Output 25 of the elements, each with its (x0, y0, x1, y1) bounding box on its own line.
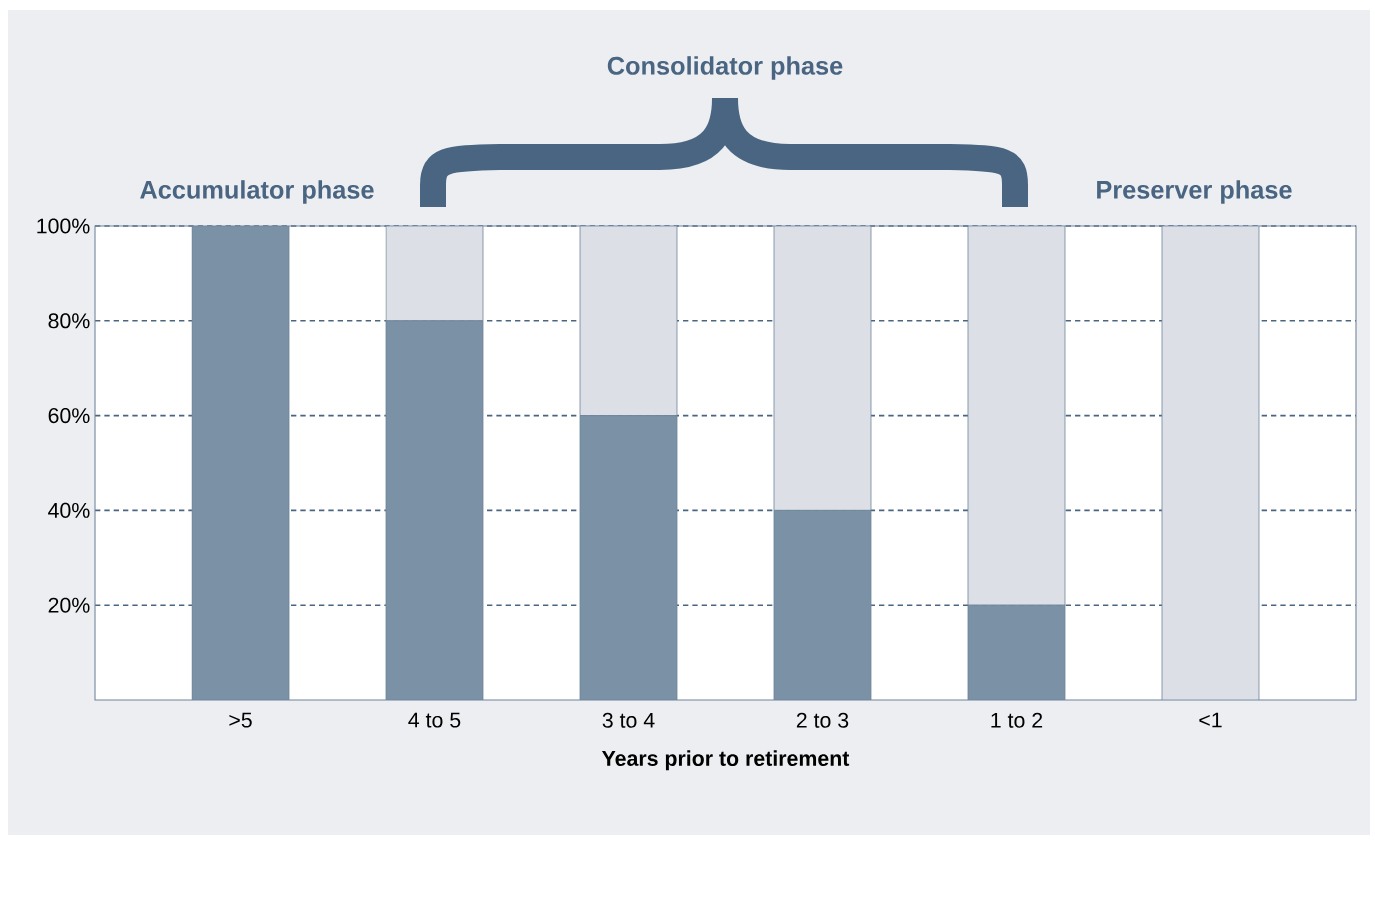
x-tick-label: 2 to 3 (796, 712, 849, 728)
x-tick-label: >5 (229, 712, 252, 728)
text: Accumulator phase (140, 180, 374, 204)
text: Preserver phase (1097, 180, 1292, 204)
y-tick-label: 80% (48, 313, 90, 329)
text: Consolidator phase (607, 56, 843, 80)
x-tick-label: 3 to 4 (602, 712, 655, 728)
bar (1161, 225, 1260, 700)
bar (191, 225, 290, 700)
x-tick-label: <1 (1199, 712, 1222, 728)
bar (773, 509, 872, 700)
bar (773, 225, 872, 511)
y-tick-label: 100% (37, 218, 90, 234)
y-tick-label: 40% (48, 502, 90, 518)
x-axis-title: Years prior to retirement (601, 750, 850, 771)
bar (579, 225, 678, 416)
y-tick-label: 20% (48, 597, 90, 613)
bar (385, 320, 484, 700)
bar (967, 225, 1066, 606)
bar (579, 415, 678, 700)
y-tick-label: 60% (48, 408, 90, 424)
bar (967, 604, 1066, 700)
bar (385, 225, 484, 322)
x-tick-label: 4 to 5 (408, 712, 461, 728)
x-tick-label: 1 to 2 (991, 712, 1043, 728)
